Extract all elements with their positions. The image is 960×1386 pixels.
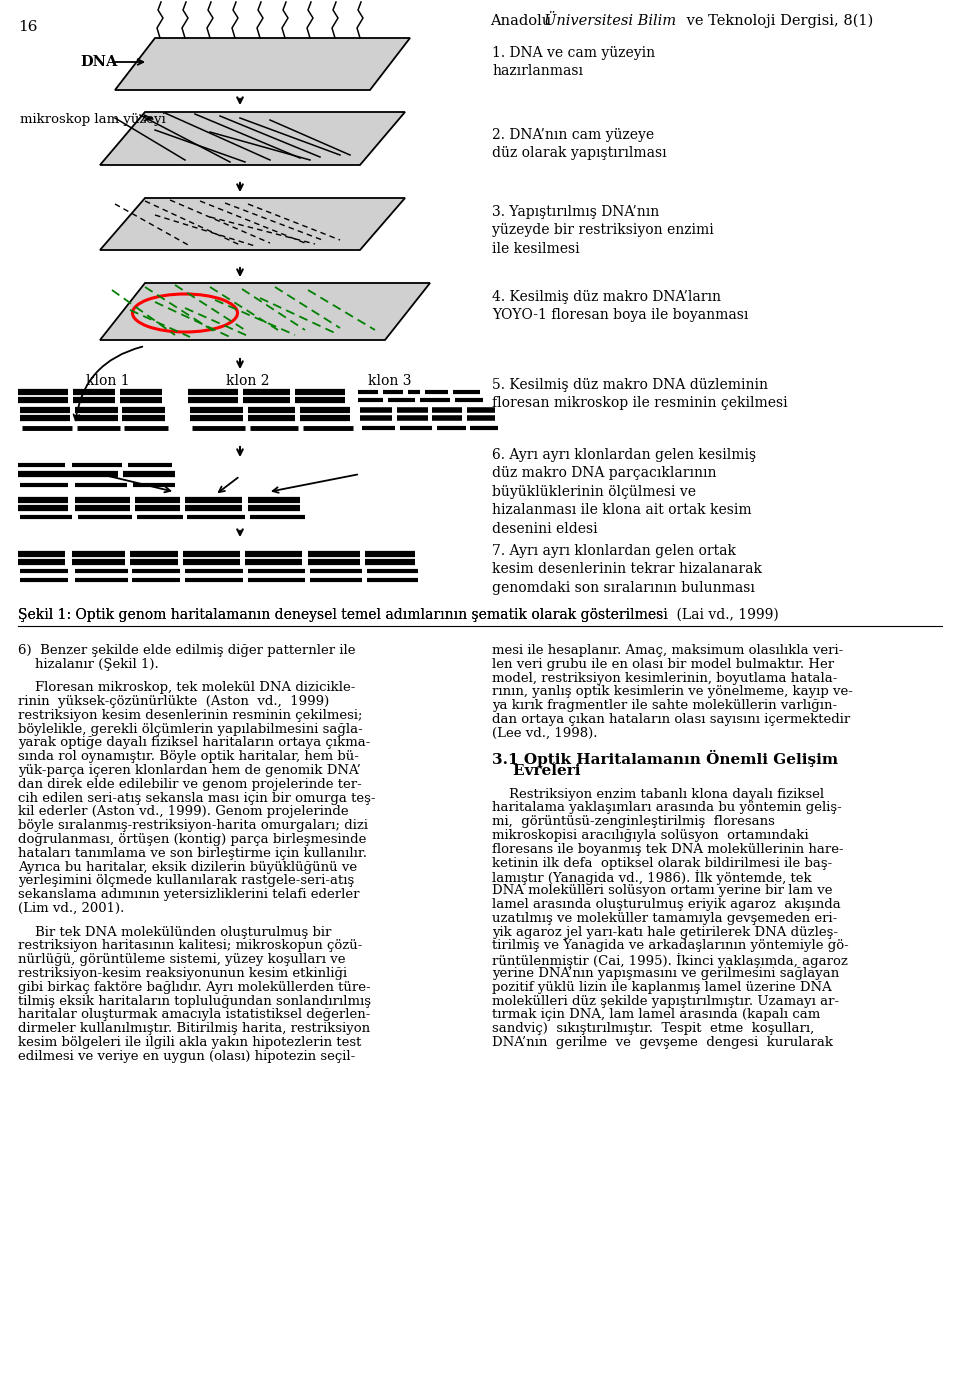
Text: DNA: DNA: [80, 55, 117, 69]
Text: Şekil 1: Optik genom haritalamanın deneysel temel adımlarının şematik olarak gös: Şekil 1: Optik genom haritalamanın deney…: [18, 608, 677, 622]
Text: Şekil 1: Optik genom haritalamanın deneysel temel adımlarının şematik olarak gös: Şekil 1: Optik genom haritalamanın deney…: [18, 608, 779, 622]
Text: rının, yanlış optik kesimlerin ve yönelmeme, kayıp ve-: rının, yanlış optik kesimlerin ve yönelm…: [492, 686, 852, 699]
Text: Ayrıca bu haritalar, eksik dizilerin büyüklüğünü ve: Ayrıca bu haritalar, eksik dizilerin büy…: [18, 861, 357, 873]
Polygon shape: [100, 112, 405, 165]
Text: kesim bölgeleri ile ilgili akla yakın hipotezlerin test: kesim bölgeleri ile ilgili akla yakın hi…: [18, 1035, 361, 1049]
Text: dan direk elde edilebilir ve genom projelerinde ter-: dan direk elde edilebilir ve genom proje…: [18, 778, 362, 791]
Text: tırmak için DNA, lam lamel arasında (kapalı cam: tırmak için DNA, lam lamel arasında (kap…: [492, 1009, 820, 1021]
Polygon shape: [100, 198, 405, 249]
Text: yik agaroz jel yarı-katı hale getirilerek DNA düzleş-: yik agaroz jel yarı-katı hale getirilere…: [492, 926, 838, 938]
Text: 3.1 Optik Haritalamanın Önemli Gelişim: 3.1 Optik Haritalamanın Önemli Gelişim: [492, 750, 838, 768]
Text: floresans ile boyanmış tek DNA moleküllerinin hare-: floresans ile boyanmış tek DNA molekülle…: [492, 843, 844, 855]
Text: DNA’nın  gerilme  ve  gevşeme  dengesi  kurularak: DNA’nın gerilme ve gevşeme dengesi kurul…: [492, 1035, 833, 1049]
Text: lamel arasında oluşturulmuş eriyik agaroz  akışında: lamel arasında oluşturulmuş eriyik agaro…: [492, 898, 841, 911]
Text: mesi ile hesaplanır. Amaç, maksimum olasılıkla veri-: mesi ile hesaplanır. Amaç, maksimum olas…: [492, 644, 843, 657]
Text: edilmesi ve veriye en uygun (olası) hipotezin seçil-: edilmesi ve veriye en uygun (olası) hipo…: [18, 1049, 355, 1063]
Text: Bir tek DNA molekülünden oluşturulmuş bir: Bir tek DNA molekülünden oluşturulmuş bi…: [18, 926, 331, 938]
Text: 3. Yapıştırılmış DNA’nın
yüzeyde bir restriksiyon enzimi
ile kesilmesi: 3. Yapıştırılmış DNA’nın yüzeyde bir res…: [492, 205, 713, 256]
Text: böylelikle, gerekli ölçümlerin yapılabilmesini sağla-: böylelikle, gerekli ölçümlerin yapılabil…: [18, 722, 363, 736]
Text: gibi birkaç faktöre bağlıdır. Ayrı moleküllerden türe-: gibi birkaç faktöre bağlıdır. Ayrı molek…: [18, 981, 371, 994]
Text: dan ortaya çıkan hataların olası sayısını içermektedir: dan ortaya çıkan hataların olası sayısın…: [492, 712, 851, 726]
Text: 6. Ayrı ayrı klonlardan gelen kesilmiş
düz makro DNA parçacıklarının
büyüklükler: 6. Ayrı ayrı klonlardan gelen kesilmiş d…: [492, 448, 756, 535]
Text: tilmiş eksik haritaların topluluğundan sonlandırılmış: tilmiş eksik haritaların topluluğundan s…: [18, 995, 371, 1008]
Text: 4. Kesilmiş düz makro DNA’ların
YOYO-1 floresan boya ile boyanması: 4. Kesilmiş düz makro DNA’ların YOYO-1 f…: [492, 290, 749, 323]
Text: yerine DNA’nın yapışmasını ve gerilmesini sağlayan: yerine DNA’nın yapışmasını ve gerilmesin…: [492, 967, 839, 980]
Text: 16: 16: [18, 19, 37, 35]
Text: tirilmiş ve Yanagida ve arkadaşlarının yöntemiyle gö-: tirilmiş ve Yanagida ve arkadaşlarının y…: [492, 940, 849, 952]
Text: 5. Kesilmiş düz makro DNA düzleminin
floresan mikroskop ile resminin çekilmesi: 5. Kesilmiş düz makro DNA düzleminin flo…: [492, 378, 787, 410]
Text: rüntülenmiştir (Cai, 1995). İkinci yaklaşımda, agaroz: rüntülenmiştir (Cai, 1995). İkinci yakla…: [492, 954, 848, 967]
Text: pozitif yüklü lizin ile kaplanmış lamel üzerine DNA: pozitif yüklü lizin ile kaplanmış lamel …: [492, 981, 831, 994]
Text: hizalanır (Şekil 1).: hizalanır (Şekil 1).: [18, 658, 158, 671]
Text: restriksiyon-kesim reaksiyonunun kesim etkinliği: restriksiyon-kesim reaksiyonunun kesim e…: [18, 967, 348, 980]
Text: Restriksiyon enzim tabanlı klona dayalı fiziksel: Restriksiyon enzim tabanlı klona dayalı …: [492, 787, 824, 801]
Text: mi,  görüntüsü-zenginleştirilmiş  floresans: mi, görüntüsü-zenginleştirilmiş floresan…: [492, 815, 775, 827]
Text: klon 2: klon 2: [227, 374, 270, 388]
Text: sekanslama adımının yetersizliklerini telafi ederler: sekanslama adımının yetersizliklerini te…: [18, 888, 359, 901]
Text: Floresan mikroskop, tek molekül DNA dizicikle-: Floresan mikroskop, tek molekül DNA dizi…: [18, 682, 355, 694]
Text: Evreleri: Evreleri: [492, 764, 581, 778]
Text: yerleşimini ölçmede kullanılarak rastgele-seri-atış: yerleşimini ölçmede kullanılarak rastgel…: [18, 875, 354, 887]
Text: Üniversitesi Bilim: Üniversitesi Bilim: [544, 14, 676, 28]
Text: mikroskopisi aracılığıyla solüsyon  ortamındaki: mikroskopisi aracılığıyla solüsyon ortam…: [492, 829, 808, 841]
Text: ketinin ilk defa  optiksel olarak bildirilmesi ile baş-: ketinin ilk defa optiksel olarak bildiri…: [492, 857, 832, 869]
Text: 2. DNA’nın cam yüzeye
düz olarak yapıştırılması: 2. DNA’nın cam yüzeye düz olarak yapıştı…: [492, 128, 666, 161]
Text: 6)  Benzer şekilde elde edilmiş diğer patternler ile: 6) Benzer şekilde elde edilmiş diğer pat…: [18, 644, 355, 657]
Text: dirmeler kullanılmıştır. Bitirilmiş harita, restriksiyon: dirmeler kullanılmıştır. Bitirilmiş hari…: [18, 1021, 371, 1035]
Text: kil ederler (Aston vd., 1999). Genom projelerinde: kil ederler (Aston vd., 1999). Genom pro…: [18, 805, 348, 819]
Text: böyle sıralanmış-restriksiyon-harita omurgaları; dizi: böyle sıralanmış-restriksiyon-harita omu…: [18, 819, 368, 832]
Text: 1. DNA ve cam yüzeyin
hazırlanması: 1. DNA ve cam yüzeyin hazırlanması: [492, 46, 655, 79]
Text: uzatılmış ve moleküller tamamıyla gevşemeden eri-: uzatılmış ve moleküller tamamıyla gevşem…: [492, 912, 837, 924]
Text: lamıştır (Yanagida vd., 1986). İlk yöntemde, tek: lamıştır (Yanagida vd., 1986). İlk yönte…: [492, 870, 811, 886]
Text: haritalar oluşturmak amacıyla istatistiksel değerlen-: haritalar oluşturmak amacıyla istatistik…: [18, 1009, 371, 1021]
Text: ve Teknoloji Dergisi, 8(1): ve Teknoloji Dergisi, 8(1): [682, 14, 874, 28]
Text: haritalama yaklaşımları arasında bu yöntemin geliş-: haritalama yaklaşımları arasında bu yönt…: [492, 801, 842, 815]
Text: cih edilen seri-atış sekansla ması için bir omurga teş-: cih edilen seri-atış sekansla ması için …: [18, 791, 375, 805]
Text: yarak optiğe dayalı fiziksel haritaların ortaya çıkma-: yarak optiğe dayalı fiziksel haritaların…: [18, 736, 371, 750]
Text: Anadolu: Anadolu: [490, 14, 556, 28]
Text: rinin  yüksek-çözünürlükte  (Aston  vd.,  1999): rinin yüksek-çözünürlükte (Aston vd., 19…: [18, 694, 329, 708]
Text: doğrulanması, örtüşen (kontig) parça birleşmesinde: doğrulanması, örtüşen (kontig) parça bir…: [18, 833, 367, 845]
Polygon shape: [100, 283, 430, 340]
Text: ya kırık fragmentler ile sahte moleküllerin varlığın-: ya kırık fragmentler ile sahte molekülle…: [492, 699, 837, 712]
Text: (Lim vd., 2001).: (Lim vd., 2001).: [18, 902, 125, 915]
Text: model, restriksiyon kesimlerinin, boyutlama hatala-: model, restriksiyon kesimlerinin, boyutl…: [492, 672, 837, 685]
Text: len veri grubu ile en olası bir model bulmaktır. Her: len veri grubu ile en olası bir model bu…: [492, 658, 834, 671]
Text: DNA molekülleri solüsyon ortamı yerine bir lam ve: DNA molekülleri solüsyon ortamı yerine b…: [492, 884, 832, 897]
Text: 7. Ayrı ayrı klonlardan gelen ortak
kesim desenlerinin tekrar hizalanarak
genomd: 7. Ayrı ayrı klonlardan gelen ortak kesi…: [492, 543, 762, 595]
Text: (Lee vd., 1998).: (Lee vd., 1998).: [492, 726, 597, 740]
Text: restriksiyon haritasının kalitesi; mikroskopun çözü-: restriksiyon haritasının kalitesi; mikro…: [18, 940, 362, 952]
Text: sında rol oynamıştır. Böyle optik haritalar, hem bü-: sında rol oynamıştır. Böyle optik harita…: [18, 750, 359, 764]
Text: hataları tanımlama ve son birleştirme için kullanılır.: hataları tanımlama ve son birleştirme iç…: [18, 847, 367, 859]
Polygon shape: [115, 37, 410, 90]
Text: klon 1: klon 1: [86, 374, 130, 388]
Text: klon 3: klon 3: [369, 374, 412, 388]
Text: restriksiyon kesim desenlerinin resminin çekilmesi;: restriksiyon kesim desenlerinin resminin…: [18, 708, 363, 722]
Text: mikroskop lam yüzeyi: mikroskop lam yüzeyi: [20, 114, 166, 126]
Text: molekülleri düz şekilde yapıştırılmıştır. Uzamayı ar-: molekülleri düz şekilde yapıştırılmıştır…: [492, 995, 839, 1008]
Text: yük-parça içeren klonlardan hem de genomik DNA’: yük-parça içeren klonlardan hem de genom…: [18, 764, 361, 778]
Text: sandviç)  sıkıştırılmıştır.  Tespit  etme  koşulları,: sandviç) sıkıştırılmıştır. Tespit etme k…: [492, 1021, 814, 1035]
Text: nürlüğü, görüntüleme sistemi, yüzey koşulları ve: nürlüğü, görüntüleme sistemi, yüzey koşu…: [18, 954, 346, 966]
